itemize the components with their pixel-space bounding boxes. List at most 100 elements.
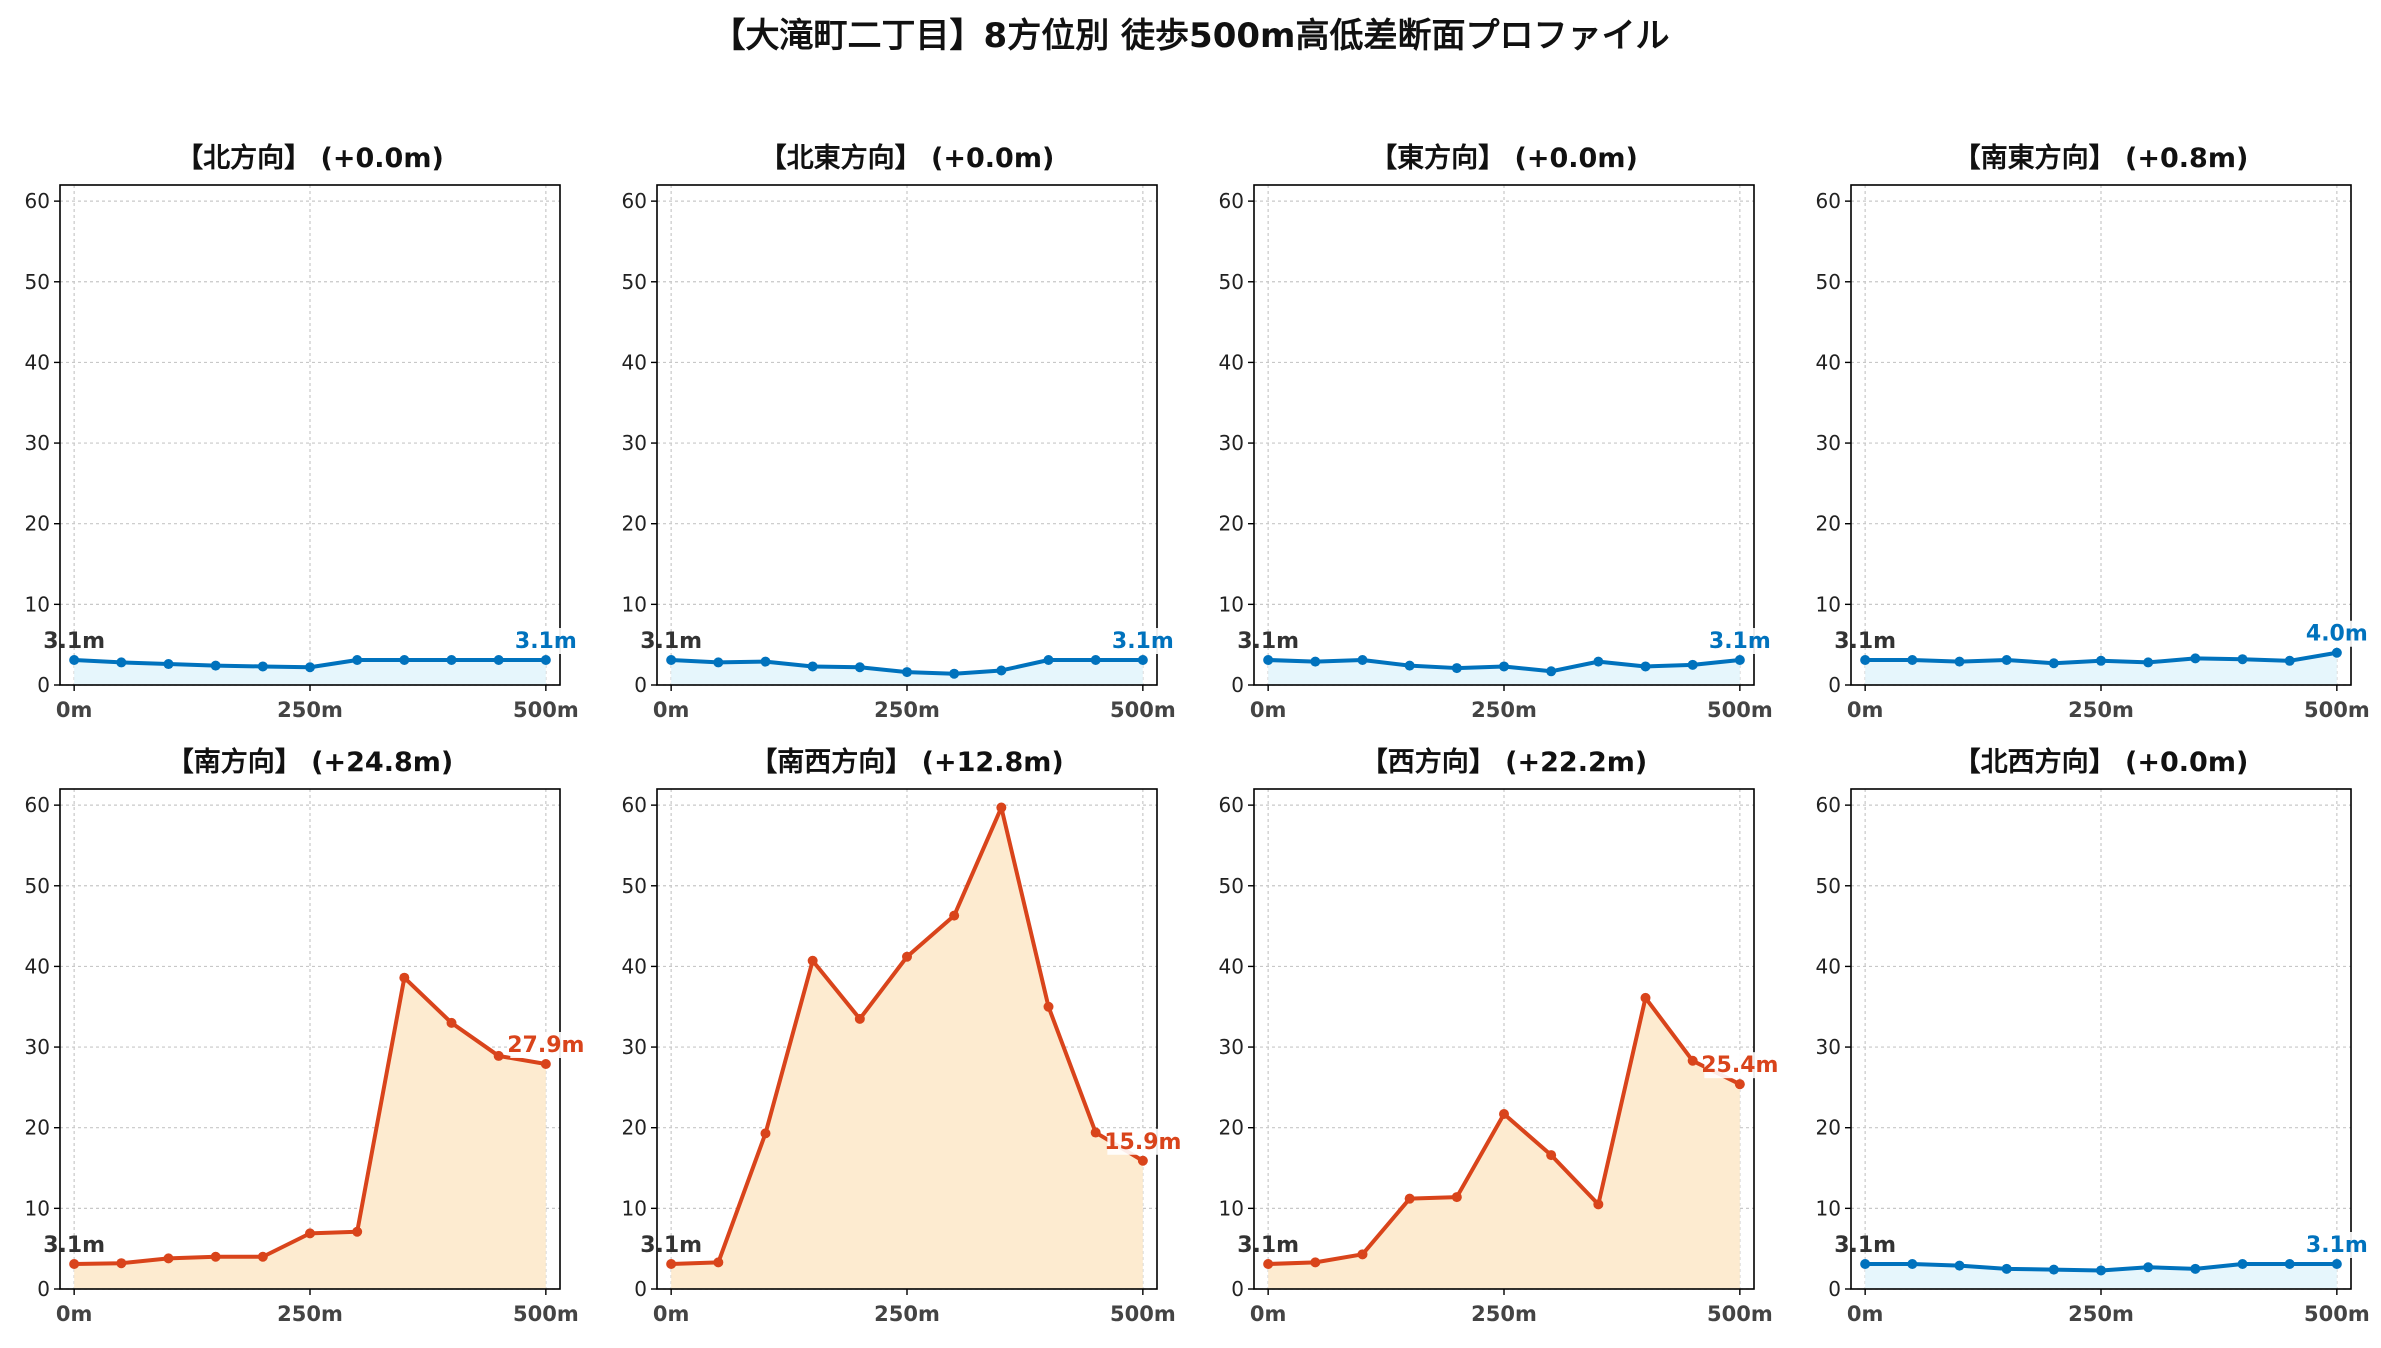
data-point bbox=[2048, 1264, 2059, 1275]
data-point bbox=[1954, 1260, 1965, 1271]
data-point bbox=[446, 1017, 457, 1028]
chart-svg: 【北東方向】 (+0.0m) 0 10 20 30 40 50 60 0m 250m 500m 3.1… bbox=[622, 142, 1176, 722]
y-tick-label: 0 bbox=[37, 673, 50, 697]
data-point bbox=[2001, 1263, 2012, 1274]
area-fill bbox=[1268, 660, 1740, 685]
area-fill bbox=[1268, 997, 1740, 1289]
y-tick-label: 40 bbox=[25, 954, 50, 978]
data-point bbox=[163, 1253, 174, 1264]
chart-panel-8: 【北西方向】 (+0.0m) 0 10 20 30 40 50 60 0m 250m 500m 3.1… bbox=[1791, 739, 2381, 1348]
x-tick-label: 500m bbox=[2304, 1302, 2370, 1326]
data-point bbox=[1640, 992, 1651, 1003]
data-point bbox=[1593, 1199, 1604, 1210]
chart-panel-4: 【南東方向】 (+0.8m) 0 10 20 30 40 50 60 0m 250m 500m 3.1… bbox=[1791, 135, 2381, 744]
y-tick-label: 40 bbox=[25, 350, 50, 374]
y-tick-label: 10 bbox=[1219, 1196, 1244, 1220]
y-tick-label: 50 bbox=[1219, 874, 1244, 898]
data-point bbox=[2096, 655, 2106, 666]
y-tick-label: 20 bbox=[1219, 512, 1244, 536]
y-tick-label: 10 bbox=[622, 1196, 647, 1220]
y-tick-label: 60 bbox=[25, 793, 50, 817]
chart-svg: 【南方向】 (+24.8m) 0 10 20 30 40 50 60 0m 250m 500m 3.1… bbox=[25, 746, 585, 1326]
data-point bbox=[1263, 1259, 1274, 1269]
data-point bbox=[1499, 1109, 1509, 1119]
x-tick-label: 500m bbox=[1707, 698, 1773, 722]
end-label-bg bbox=[1704, 1052, 1776, 1079]
data-point bbox=[1043, 1001, 1054, 1012]
data-point bbox=[1451, 1192, 1462, 1203]
chart-svg: 【南東方向】 (+0.8m) 0 10 20 30 40 50 60 0m 250m 500m 3.1… bbox=[1816, 142, 2370, 722]
y-tick-label: 60 bbox=[25, 189, 50, 213]
y-tick-label: 50 bbox=[622, 270, 647, 294]
y-tick-label: 60 bbox=[1816, 189, 1841, 213]
data-point bbox=[257, 661, 268, 672]
data-point bbox=[1593, 656, 1604, 667]
data-point bbox=[1137, 1155, 1148, 1166]
data-point bbox=[446, 655, 457, 665]
data-point bbox=[1043, 655, 1054, 665]
data-point bbox=[2284, 655, 2295, 666]
x-tick-label: 0m bbox=[653, 1302, 690, 1326]
y-tick-label: 10 bbox=[1816, 592, 1841, 616]
chart-svg: 【東方向】 (+0.0m) 0 10 20 30 40 50 60 0m 250m 500m 3.1m… bbox=[1219, 142, 1773, 722]
end-label-bg bbox=[516, 628, 575, 654]
end-label: 25.4m bbox=[1701, 1053, 1778, 1078]
data-point bbox=[996, 665, 1007, 676]
chart-panel-6: 【南西方向】 (+12.8m) 0 10 20 30 40 50 60 0m 250m 500m 3.… bbox=[597, 739, 1187, 1348]
data-point bbox=[305, 1228, 315, 1239]
data-point bbox=[69, 1259, 80, 1269]
y-tick-label: 0 bbox=[37, 1277, 50, 1301]
chart-title: 【南西方向】 (+12.8m) bbox=[750, 746, 1063, 778]
end-label: 3.1m bbox=[515, 629, 577, 654]
chart-title: 【北西方向】 (+0.0m) bbox=[1954, 746, 2249, 778]
y-tick-label: 50 bbox=[25, 270, 50, 294]
start-label: 3.1m bbox=[43, 1233, 105, 1258]
data-point bbox=[2096, 1265, 2106, 1276]
data-point bbox=[1499, 661, 1509, 672]
chart-title: 【北東方向】 (+0.0m) bbox=[760, 142, 1055, 174]
end-label-bg bbox=[510, 1032, 582, 1058]
x-tick-label: 0m bbox=[56, 1302, 93, 1326]
y-tick-label: 40 bbox=[1219, 954, 1244, 978]
y-tick-label: 40 bbox=[622, 954, 647, 978]
data-point bbox=[1090, 1127, 1101, 1138]
x-tick-label: 250m bbox=[277, 1302, 343, 1326]
data-point bbox=[760, 1128, 771, 1139]
data-point bbox=[1734, 1079, 1745, 1090]
area-fill bbox=[1865, 1264, 2337, 1289]
data-point bbox=[1404, 660, 1415, 671]
y-tick-label: 0 bbox=[1231, 1277, 1244, 1301]
start-label: 3.1m bbox=[1237, 1233, 1299, 1258]
end-label-bg bbox=[1710, 628, 1769, 654]
data-point bbox=[399, 972, 410, 983]
data-point bbox=[760, 656, 771, 667]
x-tick-label: 500m bbox=[513, 698, 579, 722]
chart-title: 【北方向】 (+0.0m) bbox=[176, 142, 444, 174]
y-tick-label: 10 bbox=[622, 592, 647, 616]
data-point bbox=[807, 661, 818, 672]
x-tick-label: 0m bbox=[1250, 1302, 1287, 1326]
x-tick-label: 500m bbox=[1110, 1302, 1176, 1326]
data-point bbox=[493, 1050, 504, 1061]
x-tick-label: 0m bbox=[653, 698, 690, 722]
data-point bbox=[116, 657, 127, 668]
x-tick-label: 250m bbox=[1471, 698, 1537, 722]
data-point bbox=[1546, 666, 1557, 677]
end-label-bg bbox=[1107, 1128, 1179, 1155]
y-tick-label: 20 bbox=[622, 512, 647, 536]
y-tick-label: 20 bbox=[622, 1116, 647, 1140]
end-label-bg bbox=[2307, 1232, 2366, 1258]
end-label: 27.9m bbox=[507, 1033, 584, 1058]
area-fill bbox=[74, 977, 546, 1289]
data-point bbox=[2190, 1263, 2201, 1274]
y-tick-label: 30 bbox=[1219, 1035, 1244, 1059]
x-tick-label: 0m bbox=[1847, 698, 1884, 722]
chart-panel-7: 【西方向】 (+22.2m) 0 10 20 30 40 50 60 0m 250m 500m 3.1… bbox=[1194, 739, 1784, 1348]
x-tick-label: 500m bbox=[513, 1302, 579, 1326]
y-tick-label: 40 bbox=[1219, 350, 1244, 374]
end-label: 3.1m bbox=[1709, 629, 1771, 654]
data-point bbox=[807, 955, 818, 966]
y-tick-label: 0 bbox=[1828, 1277, 1841, 1301]
area-fill bbox=[671, 807, 1143, 1289]
data-point bbox=[2143, 657, 2154, 668]
